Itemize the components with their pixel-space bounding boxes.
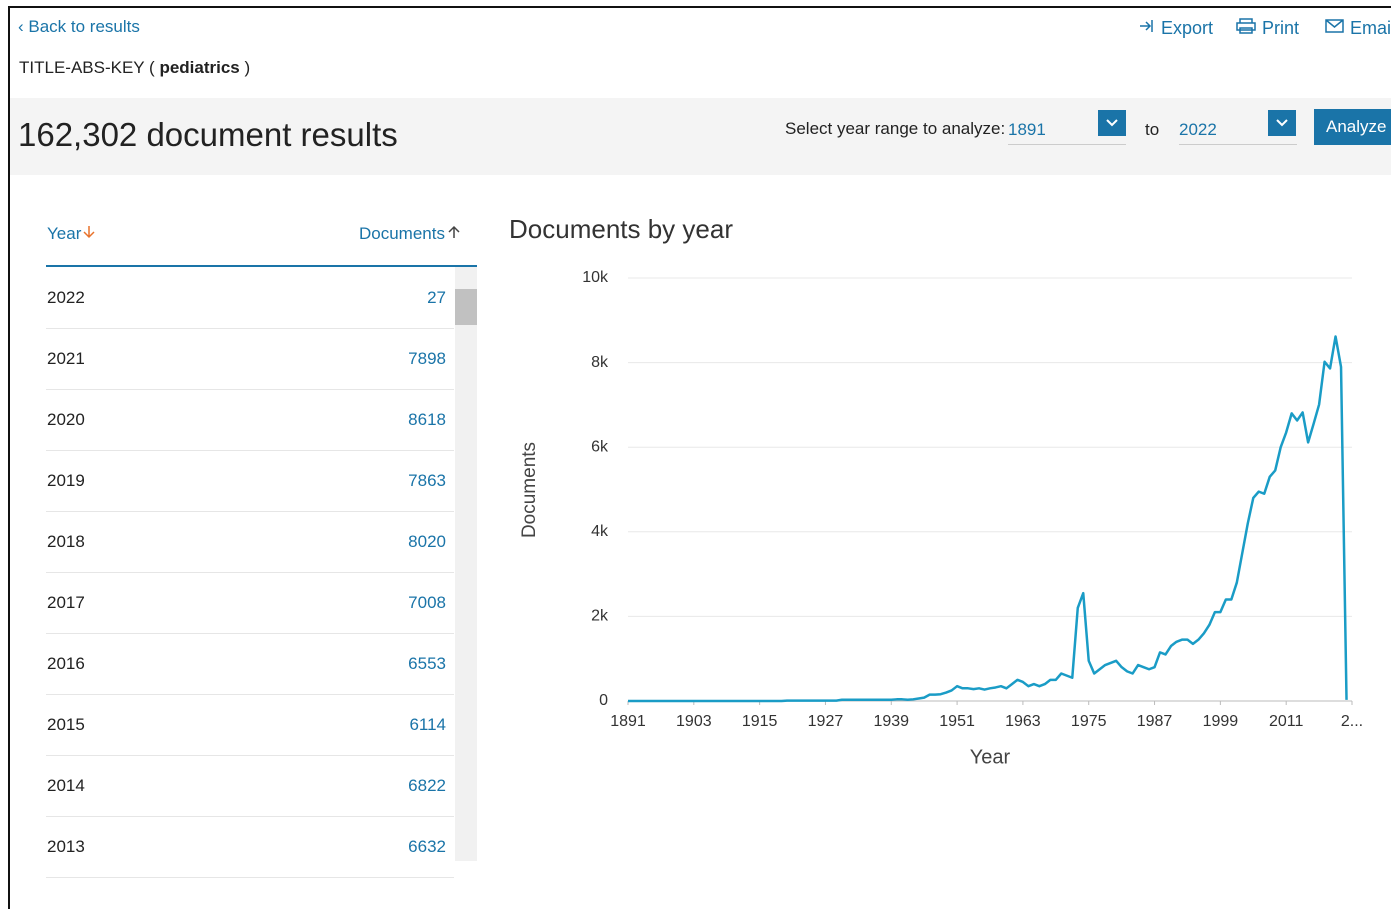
query-prefix: TITLE-ABS-KEY ( bbox=[19, 58, 155, 77]
documents-cell[interactable]: 6632 bbox=[408, 837, 446, 856]
frame bbox=[8, 6, 1391, 909]
back-text: Back to results bbox=[28, 17, 140, 36]
documents-cell[interactable]: 7008 bbox=[408, 593, 446, 612]
range-label: Select year range to analyze: bbox=[785, 119, 1006, 138]
to-select[interactable]: 2022 bbox=[1179, 120, 1297, 145]
scrollbar[interactable] bbox=[455, 267, 477, 861]
table-row: 2021 7898 bbox=[46, 328, 454, 390]
x-tick-label: 1963 bbox=[1005, 713, 1041, 730]
table-row: 2022 27 bbox=[46, 267, 454, 329]
x-tick-label: 1951 bbox=[939, 713, 975, 730]
to-dropdown[interactable] bbox=[1268, 110, 1296, 136]
back-link[interactable]: ‹ Back to results bbox=[18, 17, 140, 36]
from-value: 1891 bbox=[1008, 120, 1046, 139]
x-tick-label: 1939 bbox=[873, 713, 909, 730]
year-sort[interactable]: Year bbox=[47, 224, 97, 244]
chart: Documents by year Year Documents 0 2k 4k 6k… bbox=[509, 214, 1363, 768]
y-tick-label: 10k bbox=[582, 269, 609, 286]
email-text: Email bbox=[1350, 18, 1391, 38]
table-row: 2020 8618 bbox=[46, 389, 454, 451]
year-header: Year bbox=[47, 224, 82, 243]
table-row: 2018 8020 bbox=[46, 511, 454, 573]
print-icon bbox=[1236, 18, 1256, 34]
export-text: Export bbox=[1161, 18, 1214, 38]
year-cell: 2017 bbox=[47, 593, 85, 612]
x-tick-label: 1891 bbox=[610, 713, 646, 730]
table-row: 2014 6822 bbox=[46, 755, 454, 817]
email-icon bbox=[1325, 19, 1344, 33]
to-label: to bbox=[1145, 120, 1160, 139]
docs-sort[interactable]: Documents bbox=[359, 224, 463, 244]
chevron bbox=[1276, 119, 1288, 127]
documents-cell[interactable]: 6114 bbox=[409, 715, 446, 734]
sort-down-icon bbox=[83, 226, 95, 239]
year-cell: 2018 bbox=[47, 532, 85, 551]
results-band bbox=[10, 98, 1391, 175]
documents-cell[interactable]: 8618 bbox=[408, 410, 446, 429]
data-line bbox=[628, 335, 1348, 703]
from-select[interactable]: 1891 bbox=[1008, 120, 1126, 145]
y-tick-label: 6k bbox=[591, 438, 609, 455]
chart-title: Documents by year bbox=[509, 214, 733, 244]
documents-cell[interactable]: 27 bbox=[427, 288, 446, 307]
year-cell: 2016 bbox=[47, 654, 85, 673]
year-cell: 2013 bbox=[47, 837, 85, 856]
query-suffix: ) bbox=[244, 58, 251, 77]
scroll-thumb[interactable] bbox=[455, 289, 477, 325]
documents-cell[interactable]: 8020 bbox=[408, 532, 446, 551]
x-tick-label: 1903 bbox=[676, 713, 712, 730]
print-button[interactable]: Print bbox=[1235, 18, 1299, 39]
documents-cell[interactable]: 6822 bbox=[408, 776, 446, 795]
from-dropdown[interactable] bbox=[1098, 110, 1126, 136]
docs-header: Documents bbox=[359, 224, 445, 243]
table-rule bbox=[46, 265, 477, 267]
y-tick-label: 8k bbox=[591, 354, 609, 371]
export-icon bbox=[1140, 20, 1153, 32]
year-cell: 2020 bbox=[47, 410, 85, 429]
x-tick-label: 1927 bbox=[808, 713, 844, 730]
x-tick-label: 2011 bbox=[1269, 713, 1304, 730]
table-row: 2013 6632 bbox=[46, 816, 454, 878]
table-row: 2016 6553 bbox=[46, 633, 454, 695]
year-cell: 2019 bbox=[47, 471, 85, 490]
year-cell: 2014 bbox=[47, 776, 85, 795]
year-cell: 2022 bbox=[47, 288, 85, 307]
panel bbox=[18, 175, 1391, 907]
query: TITLE-ABS-KEY ( pediatrics ) bbox=[19, 58, 250, 78]
analyze-button[interactable]: Analyze bbox=[1314, 109, 1391, 145]
documents-cell[interactable]: 7898 bbox=[408, 349, 446, 368]
y-axis-title: Documents bbox=[519, 442, 540, 538]
year-cell: 2015 bbox=[47, 715, 85, 734]
x-tick-label: 1915 bbox=[742, 713, 778, 730]
table-row: 2017 7008 bbox=[46, 572, 454, 634]
y-tick-label: 2k bbox=[591, 608, 609, 625]
to-value: 2022 bbox=[1179, 120, 1217, 139]
result-count: 162,302 document results bbox=[18, 116, 398, 153]
sort-up-icon bbox=[448, 225, 460, 238]
query-term: pediatrics bbox=[159, 58, 240, 77]
x-tick-label: 1975 bbox=[1071, 713, 1107, 730]
table-row: 2019 7863 bbox=[46, 450, 454, 512]
year-cell: 2021 bbox=[47, 349, 85, 368]
table-row: 2015 6114 bbox=[46, 694, 454, 756]
x-tick-label: 1987 bbox=[1137, 713, 1173, 730]
export-button[interactable]: Export bbox=[1138, 18, 1213, 39]
email-button[interactable]: Email bbox=[1325, 18, 1391, 39]
y-tick-label: 0 bbox=[599, 692, 608, 709]
x-axis-title: Year bbox=[970, 746, 1011, 768]
y-tick-label: 4k bbox=[591, 523, 609, 540]
documents-cell[interactable]: 7863 bbox=[408, 471, 446, 490]
x-tick-label: 1999 bbox=[1203, 713, 1239, 730]
x-tick-label: 2... bbox=[1341, 713, 1363, 730]
print-text: Print bbox=[1262, 18, 1300, 38]
chevron bbox=[1106, 119, 1118, 127]
documents-cell[interactable]: 6553 bbox=[408, 654, 446, 673]
